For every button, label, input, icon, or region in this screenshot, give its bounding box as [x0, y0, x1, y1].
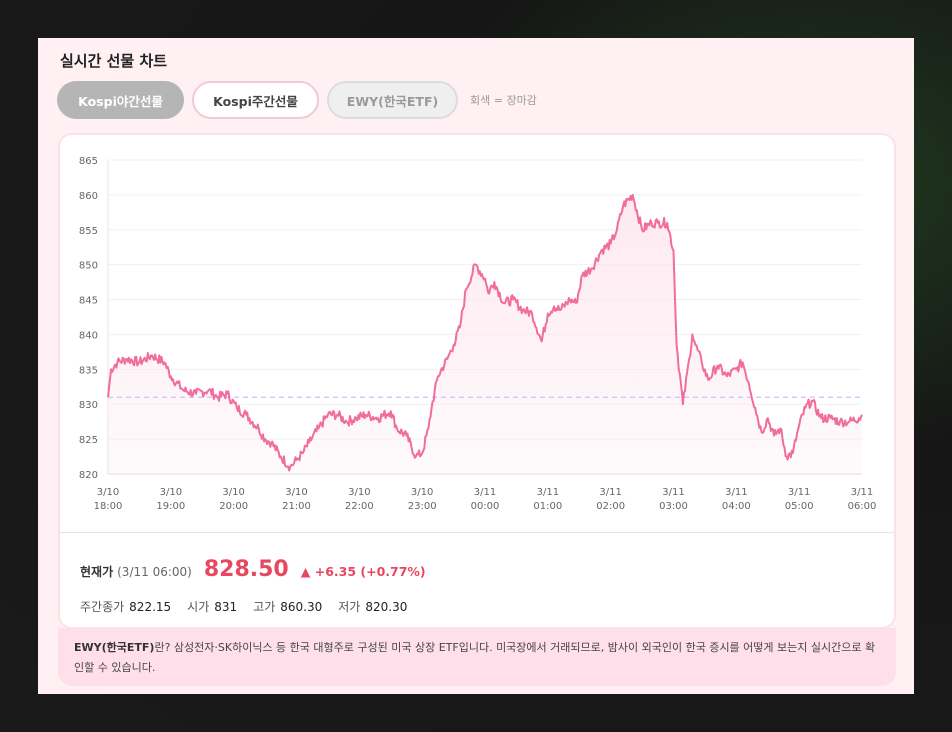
- futures-chart-card: 실시간 선물 차트 Kospi야간선물 Kospi주간선물 EWY(한국ETF)…: [38, 38, 914, 694]
- stat-value: 860.30: [280, 600, 323, 614]
- x-tick-time: 02:00: [596, 501, 625, 512]
- price-chart: 820 825 830 835 840 845 850 855 860 865 3/10 18:00 3…: [79, 156, 877, 512]
- price-label: 현재가: [80, 565, 114, 579]
- x-tick-date: 3/10: [160, 487, 182, 498]
- x-tick-date: 3/11: [662, 487, 684, 498]
- x-tick-time: 20:00: [219, 501, 248, 512]
- tab-bar: Kospi야간선물 Kospi주간선물 EWY(한국ETF) 회색 = 장마감: [57, 80, 537, 120]
- x-tick-date: 3/11: [725, 487, 747, 498]
- x-tick-date: 3/11: [599, 487, 621, 498]
- chart-panel: 820 825 830 835 840 845 850 855 860 865 3/10 18:00 3…: [58, 133, 896, 629]
- x-tick-time: 00:00: [471, 501, 500, 512]
- y-tick-label: 835: [79, 365, 98, 376]
- x-tick-date: 3/10: [97, 487, 119, 498]
- current-price: 828.50: [203, 557, 289, 582]
- x-tick-date: 3/10: [411, 487, 433, 498]
- info-term: EWY(한국ETF): [74, 641, 155, 654]
- x-tick-date: 3/11: [474, 487, 496, 498]
- stat-high: 고가 860.30: [253, 598, 322, 615]
- x-tick-date: 3/10: [285, 487, 307, 498]
- y-tick-label: 845: [79, 296, 98, 307]
- y-tick-label: 850: [79, 261, 98, 272]
- x-tick-time: 05:00: [785, 501, 814, 512]
- page-title: 실시간 선물 차트: [60, 52, 168, 70]
- stat-value: 831: [214, 600, 238, 614]
- x-tick-time: 18:00: [94, 501, 123, 512]
- x-tick-time: 21:00: [282, 501, 311, 512]
- stat-value: 822.15: [129, 600, 172, 614]
- x-tick-time: 03:00: [659, 501, 688, 512]
- x-tick-time: 22:00: [345, 501, 374, 512]
- price-line: [107, 193, 863, 472]
- tab-ewy-etf[interactable]: EWY(한국ETF): [327, 81, 458, 119]
- stat-label: 시가: [187, 600, 210, 614]
- stat-label: 저가: [338, 600, 361, 614]
- price-change: ▲ +6.35 (+0.77%): [300, 564, 426, 579]
- y-tick-label: 830: [79, 400, 98, 411]
- x-tick-time: 01:00: [533, 501, 562, 512]
- y-tick-label: 865: [79, 156, 98, 167]
- tab-kospi-night-futures[interactable]: Kospi야간선물: [57, 81, 184, 119]
- ewy-info-box: EWY(한국ETF)란? 삼성전자·SK하이닉스 등 한국 대형주로 구성된 미…: [58, 628, 896, 686]
- y-tick-label: 840: [79, 330, 98, 341]
- y-tick-label: 825: [79, 435, 98, 446]
- x-tick-date: 3/10: [222, 487, 244, 498]
- tab-kospi-day-futures[interactable]: Kospi주간선물: [192, 81, 319, 119]
- y-tick-label: 820: [79, 470, 98, 481]
- info-text: 란? 삼성전자·SK하이닉스 등 한국 대형주로 구성된 미국 상장 ETF입니…: [74, 641, 876, 674]
- divider: [60, 532, 894, 533]
- x-tick-time: 23:00: [408, 501, 437, 512]
- x-tick-date: 3/11: [537, 487, 559, 498]
- x-tick-time: 19:00: [156, 501, 185, 512]
- price-stats: 주간종가 822.15 시가 831 고가 860.30 저가 820.30: [80, 598, 423, 615]
- price-time: (3/11 06:00): [117, 565, 192, 579]
- y-tick-label: 855: [79, 226, 98, 237]
- y-tick-label: 860: [79, 191, 98, 202]
- x-tick-date: 3/10: [348, 487, 370, 498]
- x-tick-time: 06:00: [848, 501, 877, 512]
- stat-value: 820.30: [365, 600, 408, 614]
- stat-label: 주간종가: [80, 600, 125, 614]
- x-tick-date: 3/11: [851, 487, 873, 498]
- stat-low: 저가 820.30: [338, 598, 407, 615]
- x-tick-time: 04:00: [722, 501, 751, 512]
- closed-market-legend: 회색 = 장마감: [470, 94, 537, 107]
- stat-day-close: 주간종가 822.15: [80, 598, 171, 615]
- current-price-row: 현재가 (3/11 06:00) 828.50 ▲ +6.35 (+0.77%): [80, 557, 426, 582]
- stat-label: 고가: [253, 600, 276, 614]
- stat-open: 시가 831: [187, 598, 237, 615]
- x-tick-date: 3/11: [788, 487, 810, 498]
